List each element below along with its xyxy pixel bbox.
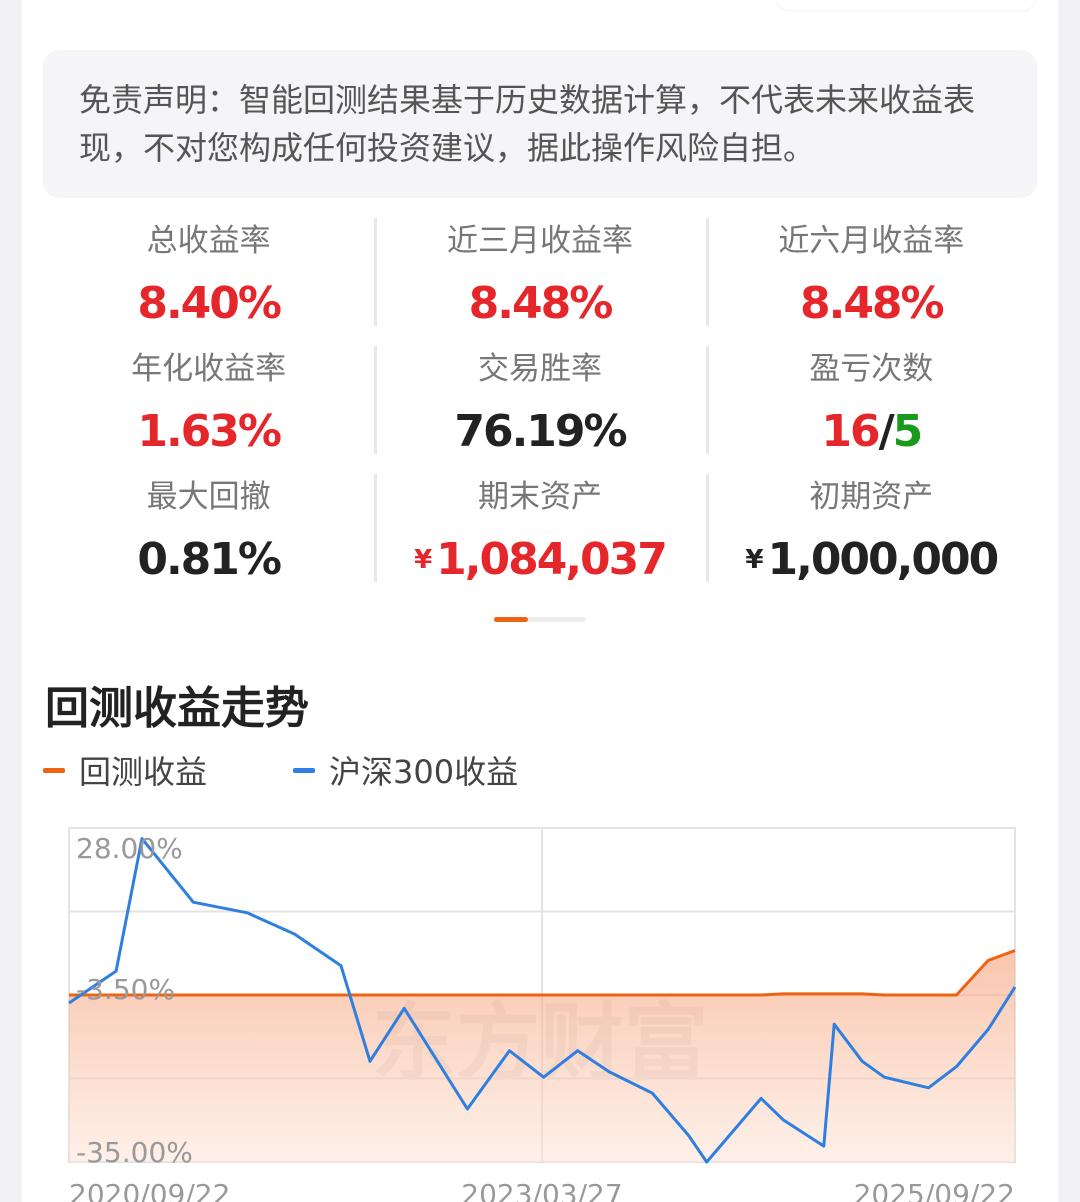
stat-value: 8.48% [468, 278, 614, 329]
stats-grid: 总收益率 8.40% 近三月收益率 8.48% 近六月收益率 8.48% 年化收… [43, 214, 1037, 598]
stat-label: 盈亏次数 [809, 351, 934, 387]
column-divider [705, 346, 709, 454]
section-title: 回测收益走势 [45, 683, 309, 734]
column-divider [705, 474, 709, 582]
legend-label: 沪深300收益 [329, 753, 519, 791]
legend-label: 回测收益 [79, 753, 208, 791]
y-tick-label: -3.50% [76, 973, 175, 1006]
stat-value: 8.48% [799, 278, 945, 329]
chart-canvas: 东方财富28.00%-3.50%-35.00%2020/09/222023/03… [68, 827, 1017, 1202]
stat-initial-assets: 初期资产 ¥1,000,000 [705, 470, 1037, 598]
chart-legend: 回测收益 沪深300收益 [43, 748, 604, 792]
currency-symbol: ¥ [745, 545, 764, 575]
stat-3m-return: 近三月收益率 8.48% [374, 214, 705, 342]
win-count: 16 [821, 406, 880, 457]
series-area-0 [69, 950, 1015, 1162]
column-divider [374, 474, 378, 582]
stat-label: 初期资产 [809, 479, 934, 515]
stat-final-assets: 期末资产 ¥1,084,037 [374, 470, 705, 598]
stat-label: 近六月收益率 [778, 223, 965, 259]
loss-count: 5 [892, 406, 924, 457]
disclaimer-box: 免责声明：智能回测结果基于历史数据计算，不代表未来收益表现，不对您构成任何投资建… [43, 50, 1037, 198]
stats-row-1: 总收益率 8.40% 近三月收益率 8.48% 近六月收益率 8.48% [43, 214, 1037, 342]
stats-page-indicator[interactable] [494, 617, 586, 622]
legend-item-benchmark[interactable]: 沪深300收益 [293, 747, 518, 793]
column-divider [374, 346, 378, 454]
stat-label: 年化收益率 [131, 351, 287, 387]
top-segment-active-pill[interactable] [776, 0, 1036, 10]
page-edge-left [0, 0, 22, 1202]
stat-label: 期末资产 [477, 479, 602, 515]
stat-win-loss-count: 盈亏次数 16/5 [705, 342, 1037, 470]
stat-annualized-return: 年化收益率 1.63% [43, 342, 374, 470]
stat-6m-return: 近六月收益率 8.48% [705, 214, 1037, 342]
legend-swatch-benchmark [293, 767, 316, 773]
page-indicator-active [494, 617, 528, 622]
stat-value: 0.81% [137, 534, 282, 585]
stat-label: 总收益率 [146, 223, 271, 259]
stats-row-2: 年化收益率 1.63% 交易胜率 76.19% 盈亏次数 16/5 [43, 342, 1037, 470]
stat-value: ¥1,000,000 [706, 532, 1037, 588]
y-tick-label: -35.00% [76, 1136, 193, 1169]
stats-row-3: 最大回撤 0.81% 期末资产 ¥1,084,037 初期资产 ¥1,000,0… [43, 470, 1037, 598]
page-edge-right [1058, 0, 1080, 1202]
currency-symbol: ¥ [414, 545, 433, 575]
disclaimer-text: 免责声明：智能回测结果基于历史数据计算，不代表未来收益表现，不对您构成任何投资建… [79, 81, 976, 167]
stat-value: ¥1,084,037 [374, 532, 705, 588]
column-divider [374, 218, 378, 326]
stat-label: 最大回撤 [146, 479, 271, 515]
column-divider [705, 218, 709, 326]
amount: 1,084,037 [436, 534, 668, 585]
count-separator: / [878, 406, 895, 457]
stat-max-drawdown: 最大回撤 0.81% [43, 470, 374, 598]
series-line-0 [69, 949, 1016, 997]
series-line-1 [68, 837, 1017, 1164]
stat-value: 1.63% [137, 406, 282, 457]
stat-value: 16/5 [706, 404, 1037, 460]
x-tick-label: 2023/03/27 [461, 1178, 622, 1202]
stat-value: 8.40% [137, 278, 282, 329]
y-tick-label: 28.00% [76, 832, 183, 865]
x-tick-label: 2025/09/22 [854, 1178, 1015, 1202]
amount: 1,000,000 [767, 534, 999, 585]
legend-swatch-strategy [43, 767, 65, 773]
return-trend-chart[interactable]: 东方财富28.00%-3.50%-35.00%2020/09/222023/03… [0, 810, 1080, 1202]
stat-value: 76.19% [454, 406, 627, 457]
stat-total-return: 总收益率 8.40% [43, 214, 374, 342]
stat-win-rate: 交易胜率 76.19% [374, 342, 705, 470]
x-tick-label: 2020/09/22 [69, 1178, 230, 1202]
stat-label: 近三月收益率 [446, 223, 633, 259]
legend-item-strategy[interactable]: 回测收益 [43, 747, 207, 793]
stat-label: 交易胜率 [477, 351, 602, 387]
